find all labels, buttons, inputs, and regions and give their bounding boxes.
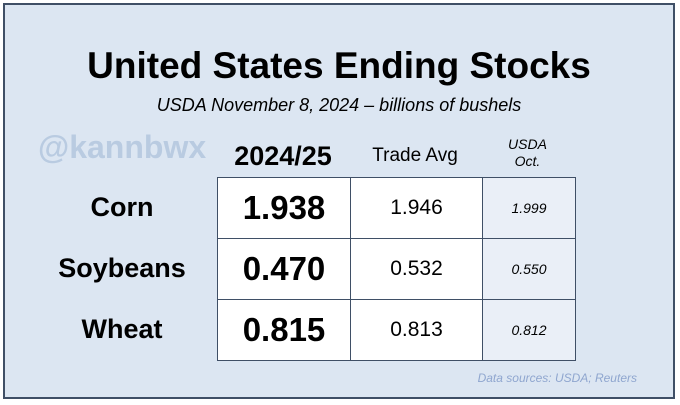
cell-corn-2024-25: 1.938	[217, 177, 351, 239]
row-label-soybeans: Soybeans	[58, 253, 186, 283]
cell-wheat-2024-25: 0.815	[217, 299, 351, 361]
cell-soybeans-usda-oct: 0.550	[482, 238, 576, 300]
cell-soybeans-trade-avg: 0.532	[350, 238, 483, 300]
table-row: 0.470 0.532 0.550	[217, 238, 576, 300]
column-header-2024-25: 2024/25	[234, 141, 332, 171]
chart-title: United States Ending Stocks	[87, 45, 591, 86]
column-header-usda-line2: Oct.	[514, 153, 541, 169]
data-source-note: Data sources: USDA; Reuters	[477, 371, 637, 385]
row-label-wheat: Wheat	[81, 314, 163, 344]
chart-panel: United States Ending Stocks USDA Novembe…	[3, 3, 675, 399]
table-row: 0.815 0.813 0.812	[217, 299, 576, 361]
row-label-corn: Corn	[90, 192, 154, 222]
cell-wheat-usda-oct: 0.812	[482, 299, 576, 361]
cell-wheat-trade-avg: 0.813	[350, 299, 483, 361]
chart-subtitle: USDA November 8, 2024 – billions of bush…	[156, 95, 522, 115]
cell-soybeans-2024-25: 0.470	[217, 238, 351, 300]
column-header-usda-oct: USDA Oct.	[481, 136, 574, 170]
cell-corn-trade-avg: 1.946	[350, 177, 483, 239]
data-table: 1.938 1.946 1.999 0.470 0.532 0.550 0.81…	[217, 177, 576, 361]
watermark: @kannbwx	[38, 129, 207, 165]
column-header-trade-avg: Trade Avg	[372, 145, 458, 166]
column-header-usda-line1: USDA	[508, 136, 547, 152]
table-row: 1.938 1.946 1.999	[217, 177, 576, 239]
cell-corn-usda-oct: 1.999	[482, 177, 576, 239]
